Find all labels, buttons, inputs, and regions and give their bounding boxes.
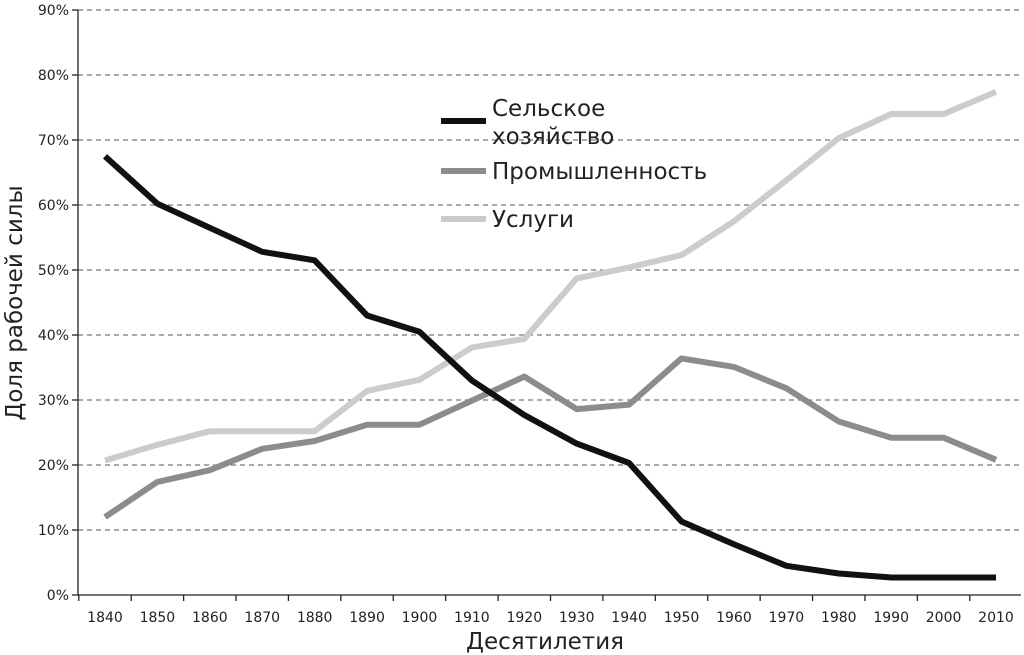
axes	[72, 9, 1021, 601]
series-lines	[102, 89, 998, 581]
y-tick-label: 80%	[38, 68, 69, 84]
series-line-3	[104, 89, 998, 464]
series-line-1	[102, 154, 996, 581]
y-axis-title: Доля рабочей силы	[2, 185, 28, 420]
legend-label-3: Услуги	[492, 207, 574, 233]
x-tick-label: 1850	[140, 610, 176, 626]
legend-label-2: Промышленность	[492, 159, 707, 185]
y-tick-label: 10%	[38, 523, 69, 539]
x-tick-label: 1920	[506, 610, 542, 626]
y-tick-label: 60%	[38, 198, 69, 214]
y-tick-label: 70%	[38, 133, 69, 149]
y-tick-label: 50%	[38, 263, 69, 279]
x-tick-label: 2000	[926, 610, 962, 626]
y-tick-label: 90%	[38, 3, 69, 19]
x-tick-label: 1870	[244, 610, 280, 626]
legend-label-line: хозяйство	[492, 124, 614, 150]
x-tick-label: 1880	[297, 610, 333, 626]
legend-label-line: Промышленность	[492, 159, 707, 185]
x-tick-label: 1960	[716, 610, 752, 626]
x-tick-label: 1860	[192, 610, 228, 626]
x-tick-label: 1950	[664, 610, 700, 626]
x-tick-label: 1990	[873, 610, 909, 626]
gridlines	[78, 9, 1021, 531]
x-tick-label: 1930	[559, 610, 595, 626]
y-tick-label: 20%	[38, 458, 69, 474]
y-tick-label: 30%	[38, 393, 69, 409]
legend-label-line: Услуги	[492, 207, 574, 233]
x-tick-label: 1890	[349, 610, 385, 626]
x-tick-label: 1970	[769, 610, 805, 626]
legend: Сельское хозяйство Промышленность Услуги	[441, 96, 707, 233]
series-line-2	[103, 355, 998, 520]
y-tick-label: 0%	[47, 588, 69, 604]
x-tick-label: 1980	[821, 610, 857, 626]
tick-labels: 0% 10% 20% 30% 40% 50% 60% 70% 80% 90% 1840 1850 186…	[38, 3, 1014, 626]
x-tick-label: 1910	[454, 610, 490, 626]
legend-label-1: Сельское хозяйство	[492, 96, 614, 150]
x-tick-label: 1840	[87, 610, 123, 626]
x-tick-label: 1940	[611, 610, 647, 626]
legend-label-line: Сельское	[492, 96, 605, 122]
x-tick-label: 1900	[402, 610, 438, 626]
x-tick-label: 2010	[978, 610, 1014, 626]
x-axis-title: Десятилетия	[466, 629, 624, 655]
y-tick-label: 40%	[38, 328, 69, 344]
